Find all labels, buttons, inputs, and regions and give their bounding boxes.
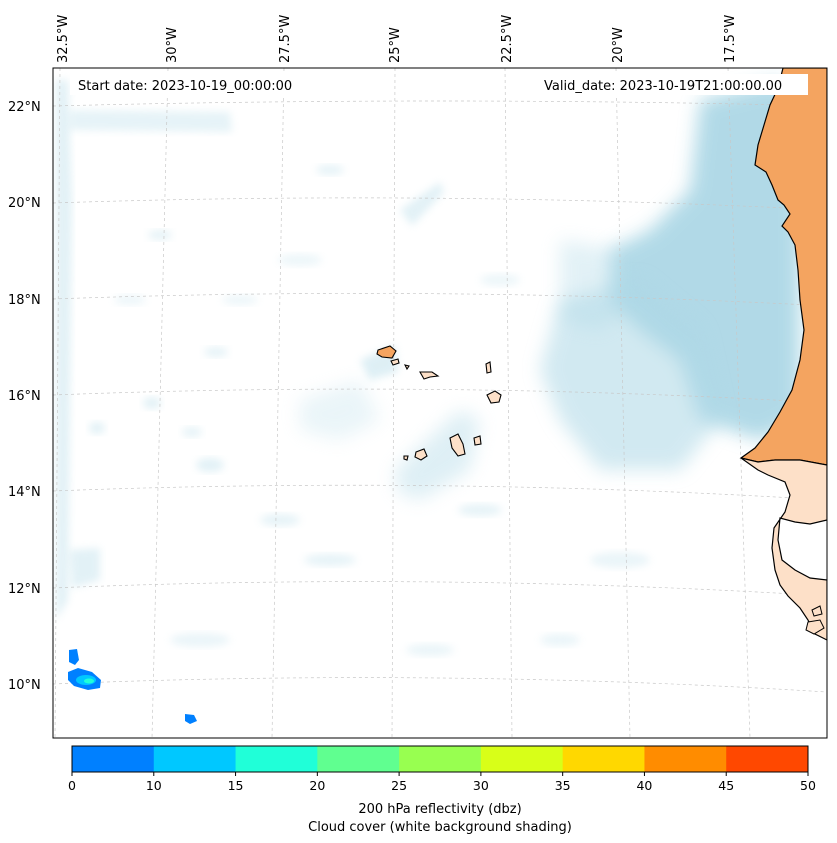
map-panel (53, 68, 827, 738)
colorbar-segment (726, 746, 809, 772)
colorbar-segment (399, 746, 482, 772)
colorbar-ticks: 0 10 15 20 25 30 35 40 45 50 (68, 772, 816, 793)
valid-date-box (538, 74, 808, 95)
colorbar-label-line2: Cloud cover (white background shading) (308, 820, 572, 835)
colorbar-tick-label: 35 (555, 778, 571, 793)
colorbar-label-line1: 200 hPa reflectivity (dbz) (358, 802, 521, 817)
colorbar: 0 10 15 20 25 30 35 40 45 50 200 hPa reflectivity… (68, 745, 816, 835)
colorbar-segment (562, 746, 645, 772)
lat-label-18n: 18°N (8, 293, 41, 308)
colorbar-tick-label: 20 (309, 778, 325, 793)
island-bijagos-1 (805, 619, 825, 635)
island-boa-vista (486, 390, 502, 404)
colorbar-segment (235, 746, 318, 772)
reflectivity-cell-1 (69, 649, 79, 665)
lon-label-20w: 20°W (611, 27, 626, 63)
lat-label-10n: 10°N (8, 678, 41, 693)
lat-label-20n: 20°N (8, 196, 41, 211)
map-frame (52, 67, 828, 739)
island-brava (403, 455, 409, 461)
reflectivity-cell-2-peak (84, 678, 94, 684)
colorbar-tick-label: 0 (68, 778, 76, 793)
island-santo-antao (376, 345, 397, 359)
land-south (740, 457, 827, 641)
longitude-labels: 32.5°W 30°W 27.5°W 25°W 22.5°W 20°W 17.5… (56, 15, 738, 63)
colorbar-tick-label: 25 (391, 778, 407, 793)
lon-label-32-5w: 32.5°W (56, 15, 71, 63)
latitude-labels: 22°N 20°N 18°N 16°N 14°N 12°N 10°N (8, 100, 41, 693)
lon-label-27-5w: 27.5°W (278, 15, 293, 63)
lat-label-16n: 16°N (8, 389, 41, 404)
island-sao-vicente (390, 358, 400, 366)
colorbar-segments (72, 746, 809, 772)
island-santiago (449, 433, 466, 457)
colorbar-tick-label: 10 (146, 778, 162, 793)
africa-coast (739, 68, 827, 641)
lon-label-17-5w: 17.5°W (723, 15, 738, 63)
colorbar-segment (644, 746, 727, 772)
colorbar-tick-label: 15 (228, 778, 244, 793)
lon-label-25w: 25°W (388, 27, 403, 63)
colorbar-tick-label: 50 (800, 778, 816, 793)
colorbar-segment (153, 746, 237, 772)
colorbar-frame (71, 745, 809, 773)
cape-verde-islands (376, 345, 502, 461)
graticule (53, 68, 827, 738)
island-fogo (414, 448, 428, 461)
island-bijagos-2 (811, 605, 823, 617)
lon-label-30w: 30°W (165, 27, 180, 63)
start-date-box (70, 74, 314, 95)
valid-date-text: Valid_date: 2023-10-19T21:00:00.00 (544, 79, 782, 94)
colorbar-tick-label: 30 (473, 778, 489, 793)
island-sao-nicolau (419, 371, 440, 380)
island-sal (485, 361, 492, 374)
header-annotations: Start date: 2023-10-19_00:00:00 Valid_da… (70, 74, 808, 95)
island-maio (473, 435, 482, 446)
reflectivity-cell-3 (185, 714, 197, 724)
colorbar-segment (480, 746, 564, 772)
lon-label-22-5w: 22.5°W (500, 15, 515, 63)
lat-label-12n: 12°N (8, 582, 41, 597)
lat-label-22n: 22°N (8, 100, 41, 115)
lat-label-14n: 14°N (8, 485, 41, 500)
colorbar-segment (72, 746, 155, 772)
cloud-cover-layer (56, 80, 800, 656)
start-date-text: Start date: 2023-10-19_00:00:00 (78, 79, 292, 94)
island-santa-luzia (403, 364, 410, 371)
colorbar-tick-label: 40 (636, 778, 652, 793)
reflectivity-cells (68, 649, 197, 724)
colorbar-tick-label: 45 (718, 778, 734, 793)
colorbar-segment (317, 746, 400, 772)
